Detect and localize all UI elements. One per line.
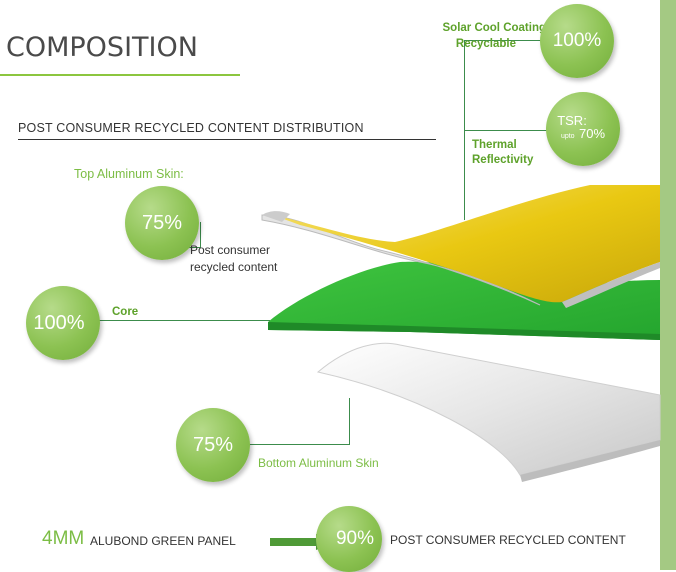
footer-percent-circle: 90% — [316, 506, 382, 572]
top-skin-label: Top Aluminum Skin: — [74, 167, 184, 181]
section-subtitle: POST CONSUMER RECYCLED CONTENT DISTRIBUT… — [18, 121, 364, 135]
thermal-label: Thermal Reflectivity — [472, 138, 533, 168]
thermal-percent: 70% — [579, 126, 606, 141]
coating-percent: 100% — [552, 30, 602, 51]
core-label: Core — [112, 306, 139, 318]
page-title: COMPOSITION — [6, 32, 198, 63]
coating-label: Solar Cool Coating Recyclable — [410, 20, 547, 52]
top-skin-percent: 75% — [141, 211, 183, 234]
thermal-percent-circle: TSR: upto 70% — [546, 92, 620, 166]
thermal-connector — [464, 130, 548, 131]
thermal-value-row: upto 70% — [561, 127, 605, 144]
coating-percent-circle: 100% — [540, 4, 614, 78]
bottom-skin-connector-vertical — [349, 398, 350, 445]
top-skin-connector-vertical — [200, 222, 201, 248]
footer-product: ALUBOND GREEN PANEL — [90, 534, 236, 548]
thermal-upto: upto — [560, 133, 575, 140]
coating-connector-horizontal — [464, 40, 544, 41]
bottom-skin-connector-horizontal — [228, 444, 350, 445]
bottom-skin-percent: 75% — [192, 433, 234, 456]
coating-label-line1: Solar Cool Coating — [442, 22, 547, 34]
core-connector — [90, 320, 270, 321]
subtitle-underline — [18, 139, 436, 140]
core-layer — [268, 261, 660, 340]
coating-label-line2: Recyclable — [455, 38, 516, 50]
top-skin-desc-line2: recycled content — [190, 260, 278, 274]
right-accent-bar — [660, 0, 676, 570]
coating-layer — [270, 185, 660, 303]
core-percent: 100% — [33, 311, 85, 334]
footer-text: POST CONSUMER RECYCLED CONTENT — [390, 533, 626, 547]
bottom-skin-label: Bottom Aluminum Skin — [258, 456, 379, 470]
top-skin-desc-line1: Post consumer — [190, 243, 271, 257]
top-skin-description: Post consumer recycled content — [190, 242, 277, 276]
title-underline — [0, 74, 240, 76]
footer-percent: 90% — [335, 528, 375, 549]
bottom-skin-percent-circle: 75% — [176, 408, 250, 482]
thermal-tsr: TSR: — [557, 113, 587, 128]
footer-size: 4MM — [42, 528, 85, 549]
thermal-label-line1: Thermal — [472, 139, 517, 151]
footer-summary: 4MM ALUBOND GREEN PANEL — [42, 528, 676, 552]
thermal-label-line2: Reflectivity — [472, 154, 534, 166]
core-percent-circle: 100% — [26, 286, 100, 360]
top-skin-percent-circle: 75% — [125, 186, 199, 260]
